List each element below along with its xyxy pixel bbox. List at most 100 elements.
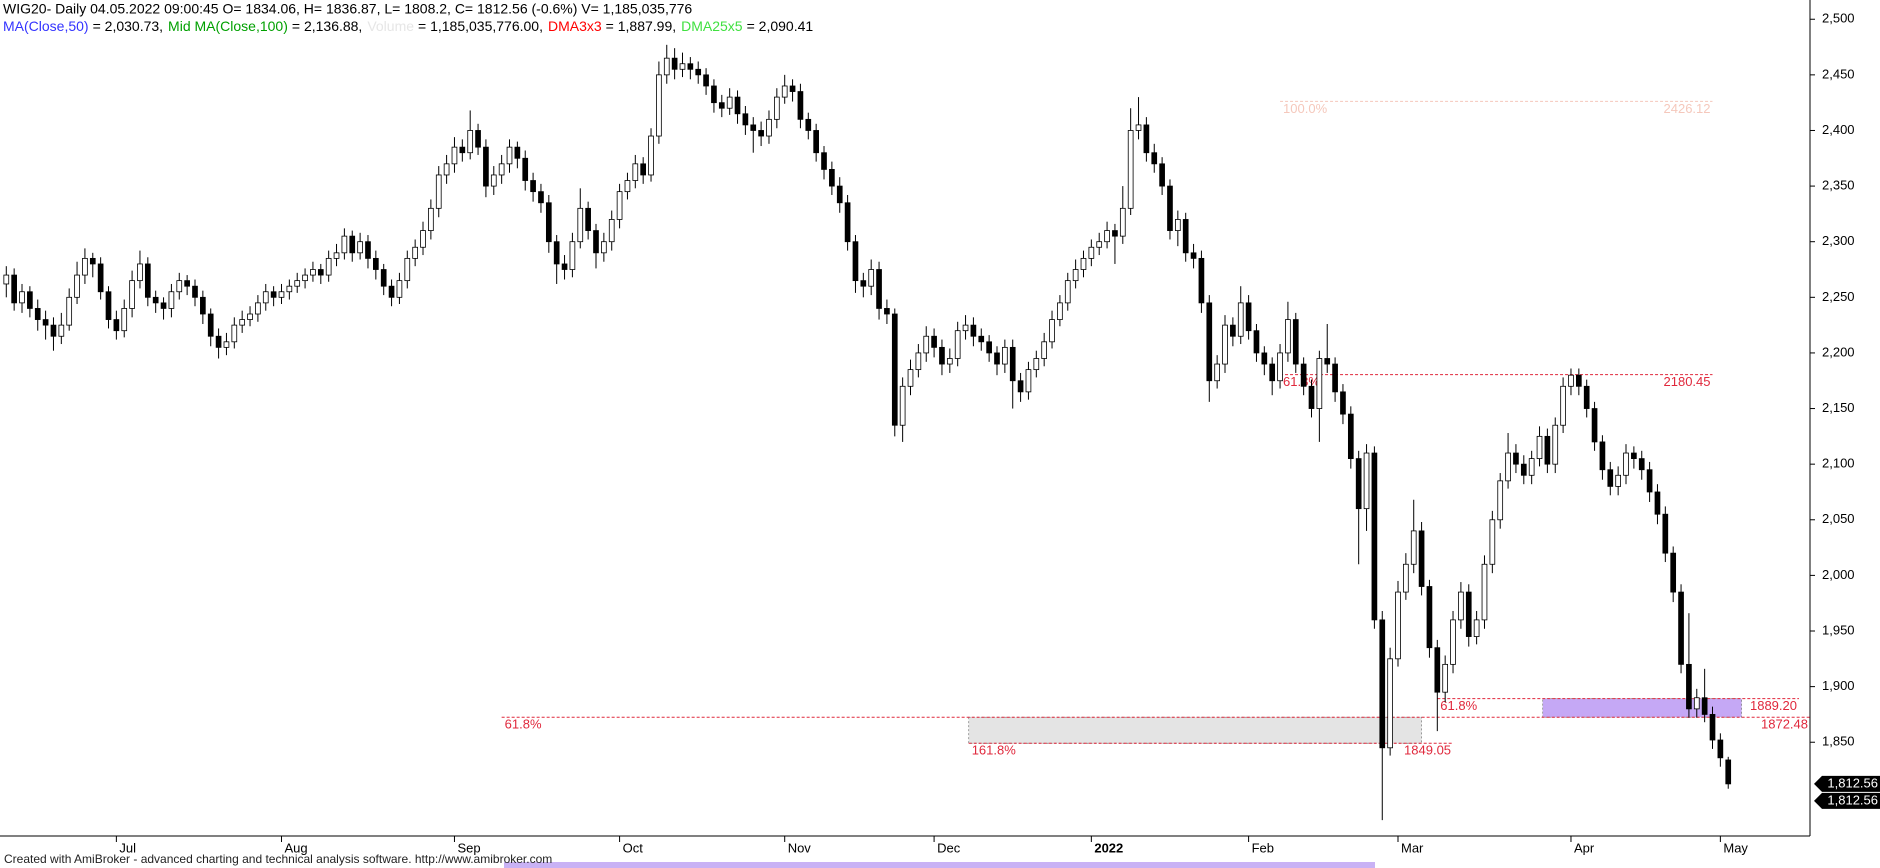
candle-body [593, 230, 599, 254]
candle-body [3, 274, 10, 285]
candle-body [1623, 452, 1629, 476]
fib-zone [968, 716, 1422, 744]
candle-body [11, 274, 17, 304]
candle-body [380, 269, 387, 287]
candle-body [341, 235, 348, 254]
candle-body [1269, 363, 1276, 382]
candle-body [608, 219, 615, 243]
candle-body [1489, 519, 1496, 565]
candle-body [860, 280, 867, 287]
candle-body [317, 269, 324, 276]
candle-body [1568, 374, 1574, 387]
y-tick-label: 2,150 [1822, 400, 1855, 415]
candle-body [467, 130, 474, 154]
candle-body [310, 269, 316, 276]
candle-body [1631, 452, 1637, 459]
candle-body [412, 246, 418, 259]
candle-body [1222, 324, 1228, 365]
candle-body [774, 96, 780, 120]
candle-body [1473, 619, 1480, 637]
candle-body [805, 118, 812, 131]
candle-body [1159, 163, 1165, 187]
candle-body [868, 269, 875, 287]
candle-body [1379, 619, 1386, 749]
candle-body [1332, 363, 1338, 393]
candle-body [561, 263, 568, 270]
candle-body [687, 63, 694, 70]
candle-body [215, 335, 222, 348]
candle-body [97, 263, 104, 293]
candle-body [1135, 124, 1142, 131]
indicator-name: DMA25x5 [681, 18, 743, 34]
y-tick-label: 2,350 [1822, 178, 1855, 193]
candle-body [514, 146, 521, 159]
candle-body [1450, 619, 1456, 665]
candle-body [899, 385, 906, 426]
candle-body [459, 146, 466, 154]
candle-body [640, 163, 647, 176]
candle-body [766, 118, 772, 137]
candle-body [1662, 513, 1669, 554]
candle-body [1214, 363, 1220, 382]
candle-body [42, 319, 49, 326]
candle-body [907, 369, 914, 387]
candle-body [1693, 697, 1700, 710]
candle-body [569, 241, 576, 270]
candle-body [1403, 563, 1409, 593]
candle-body [1575, 374, 1582, 387]
x-tick-label: 2022 [1094, 840, 1123, 855]
candle-body [1182, 219, 1189, 254]
candle-body [1308, 385, 1315, 409]
candle-body [1292, 319, 1299, 365]
indicator-value: = 1,887.99, [606, 18, 676, 34]
candle-body [1237, 302, 1244, 337]
candle-body [1316, 358, 1323, 409]
candle-body [1151, 152, 1158, 165]
y-tick-label: 1,950 [1822, 622, 1855, 637]
candle-body [137, 263, 143, 282]
candle-body [679, 63, 686, 70]
candle-body [1465, 591, 1472, 637]
candle-body [388, 285, 395, 298]
candle-body [648, 135, 654, 176]
candle-body [498, 163, 505, 176]
y-tick-label: 2,400 [1822, 122, 1855, 137]
candle-body [939, 346, 945, 365]
candle-body [1041, 341, 1048, 359]
candle-body [1646, 469, 1653, 493]
candle-body [742, 113, 749, 126]
candle-body [506, 146, 513, 165]
fib-tag: 161.8% [972, 743, 1017, 758]
candle-body [184, 280, 190, 287]
candle-body [1709, 714, 1716, 741]
candle-body [34, 308, 41, 320]
candle-body [475, 130, 481, 148]
candle-body [1002, 346, 1008, 365]
candle-body [585, 207, 591, 231]
y-tick-label: 2,200 [1822, 344, 1855, 359]
candle-body [428, 207, 434, 231]
candle-body [349, 235, 356, 254]
candle-body [1363, 452, 1370, 510]
x-tick-label: Feb [1252, 840, 1274, 855]
candle-body [176, 280, 183, 293]
candle-body [1560, 385, 1566, 426]
candle-body [286, 285, 293, 293]
fib-value: 1849.05 [1404, 743, 1451, 758]
x-tick-label: Nov [788, 840, 812, 855]
candle-body [994, 352, 1000, 365]
y-tick-label: 1,900 [1822, 678, 1855, 693]
candle-body [522, 157, 529, 181]
scrollbar[interactable] [504, 862, 1375, 868]
candle-body [758, 130, 764, 137]
candle-body [200, 296, 206, 315]
candle-body [821, 152, 827, 170]
candle-body [931, 335, 937, 348]
candle-body [1387, 658, 1393, 749]
indicator-value: = 2,090.41 [747, 18, 814, 34]
candle-body [443, 163, 450, 176]
y-tick-label: 2,250 [1822, 289, 1855, 304]
candle-body [66, 296, 73, 326]
candle-body [813, 130, 819, 154]
candle-body [451, 146, 458, 165]
